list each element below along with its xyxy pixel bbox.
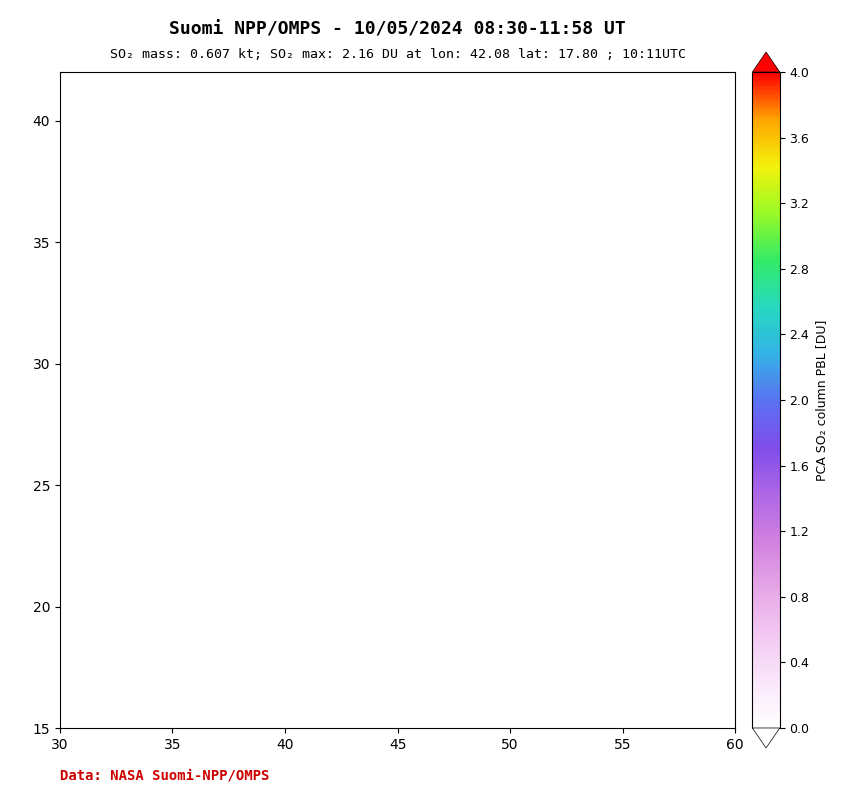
Text: SO₂ mass: 0.607 kt; SO₂ max: 2.16 DU at lon: 42.08 lat: 17.80 ; 10:11UTC: SO₂ mass: 0.607 kt; SO₂ max: 2.16 DU at … <box>109 48 686 61</box>
Y-axis label: PCA SO₂ column PBL [DU]: PCA SO₂ column PBL [DU] <box>815 319 828 481</box>
Text: Suomi NPP/OMPS - 10/05/2024 08:30-11:58 UT: Suomi NPP/OMPS - 10/05/2024 08:30-11:58 … <box>169 20 626 38</box>
Text: Data: NASA Suomi-NPP/OMPS: Data: NASA Suomi-NPP/OMPS <box>60 768 269 782</box>
